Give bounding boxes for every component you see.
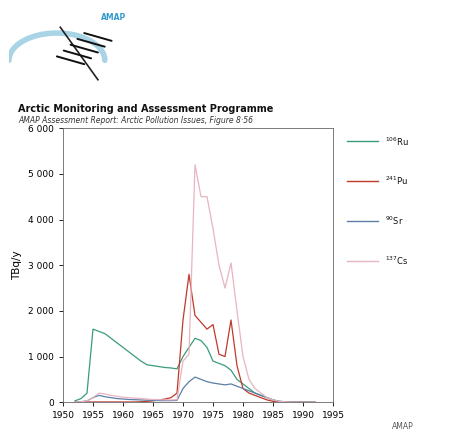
Text: $^{241}$Pu: $^{241}$Pu [385, 175, 408, 187]
Y-axis label: TBq/y: TBq/y [13, 250, 22, 280]
Text: AMAP: AMAP [392, 422, 414, 431]
Text: AMAP: AMAP [101, 13, 126, 22]
Text: $^{137}$Cs: $^{137}$Cs [385, 255, 408, 267]
Text: $^{106}$Ru: $^{106}$Ru [385, 135, 409, 148]
Text: $^{90}$Sr: $^{90}$Sr [385, 215, 403, 227]
Text: Arctic Monitoring and Assessment Programme: Arctic Monitoring and Assessment Program… [18, 104, 274, 114]
Text: AMAP Assessment Report: Arctic Pollution Issues, Figure 8·56: AMAP Assessment Report: Arctic Pollution… [18, 116, 253, 125]
